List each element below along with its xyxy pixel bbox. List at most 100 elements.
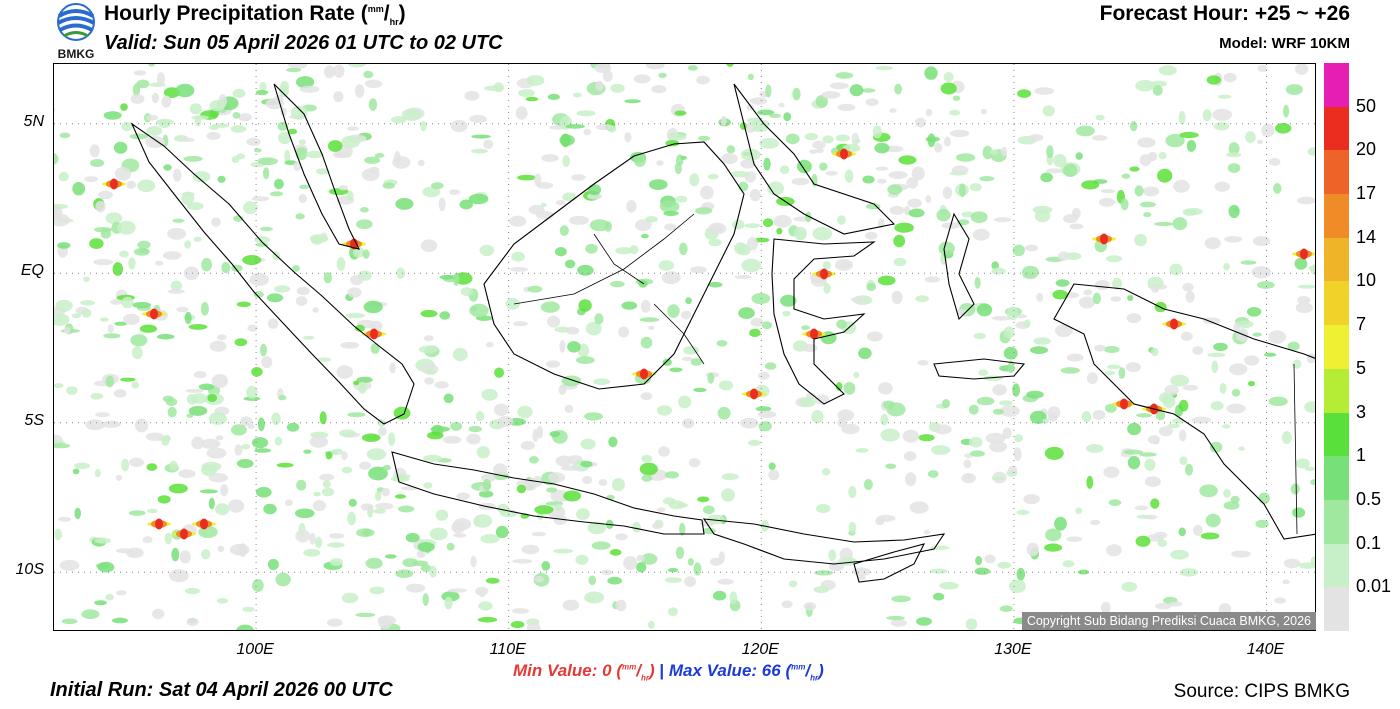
- precip-cell: [146, 126, 163, 136]
- precip-cell: [906, 177, 919, 189]
- precip-cell: [564, 404, 574, 413]
- precip-cell: [1079, 296, 1095, 309]
- precip-cell: [249, 273, 269, 286]
- precip-cell: [369, 586, 385, 595]
- precip-cell: [178, 469, 196, 479]
- colorbar-level-label: 14: [1356, 226, 1377, 247]
- precip-cell: [968, 404, 979, 415]
- precip-cell: [242, 606, 255, 612]
- precip-cell: [835, 382, 843, 391]
- precip-cell: [193, 371, 207, 379]
- precip-cell: [119, 250, 129, 258]
- precip-cell: [587, 184, 602, 196]
- precip-cell: [267, 318, 279, 329]
- precip-cell: [1092, 292, 1101, 305]
- longitude-label: 130E: [994, 641, 1032, 658]
- precip-cell: [667, 304, 680, 318]
- precip-cell: [243, 201, 258, 215]
- precip-cell: [894, 83, 902, 95]
- precip-cell: [74, 507, 81, 520]
- precip-hotspot: [810, 328, 818, 340]
- precip-cell: [450, 119, 468, 133]
- precip-cell: [313, 491, 321, 497]
- precip-cell: [969, 450, 985, 457]
- precip-cell: [286, 422, 300, 432]
- precip-cell: [607, 576, 623, 585]
- precip-cell: [336, 257, 346, 271]
- precip-cell: [485, 577, 500, 584]
- sumatra-outline: [130, 122, 415, 425]
- precip-cell: [59, 559, 80, 571]
- precip-cell: [1170, 549, 1189, 560]
- precip-cell: [780, 294, 797, 307]
- precip-cell: [651, 522, 663, 530]
- precip-cell: [208, 497, 215, 510]
- precip-cell: [354, 324, 365, 332]
- precip-cell: [470, 555, 477, 568]
- precip-cell: [1094, 344, 1106, 352]
- precip-cell: [593, 378, 611, 386]
- precip-cell: [546, 487, 558, 493]
- precip-cell: [1110, 296, 1122, 302]
- precip-cell: [1143, 212, 1152, 218]
- precip-cell: [788, 580, 798, 588]
- precip-cell: [598, 479, 608, 486]
- precip-cell: [72, 468, 80, 475]
- colorbar-segment: [1324, 587, 1349, 631]
- precip-cell: [1185, 207, 1203, 216]
- precip-cell: [306, 150, 324, 159]
- precip-cell: [361, 433, 381, 443]
- precip-cell: [117, 220, 136, 235]
- precip-cell: [439, 275, 456, 280]
- precip-cell: [658, 72, 667, 79]
- precip-cell: [54, 313, 70, 326]
- precip-cell: [633, 74, 651, 84]
- precip-cell: [57, 242, 71, 249]
- precip-cell: [200, 301, 209, 316]
- precip-cell: [382, 182, 395, 189]
- precip-cell: [716, 340, 728, 347]
- precip-cell: [509, 267, 529, 272]
- precip-cell: [1181, 331, 1193, 341]
- precip-cell: [857, 574, 866, 581]
- precip-cell: [1081, 180, 1100, 190]
- max-value: 66: [761, 661, 781, 680]
- precip-cell: [1069, 223, 1084, 230]
- precip-hotspot: [750, 388, 758, 400]
- precip-cell: [1055, 279, 1070, 287]
- precip-cell: [129, 457, 144, 467]
- precip-cell: [1304, 401, 1315, 413]
- precip-cell: [721, 488, 735, 502]
- precip-cell: [418, 345, 439, 354]
- precip-cell: [287, 128, 298, 135]
- precip-cell: [1285, 84, 1303, 95]
- precip-cell: [341, 466, 353, 474]
- precip-cell: [636, 554, 645, 562]
- precip-cell: [368, 98, 378, 111]
- precip-cell: [624, 99, 641, 104]
- precip-cell: [340, 341, 360, 349]
- precip-cell: [184, 240, 192, 249]
- min-max-values: Min Value: 0 (mm/hr) | Max Value: 66 (mm…: [513, 661, 824, 683]
- precip-cell: [562, 599, 580, 611]
- precip-cell: [1002, 427, 1012, 439]
- precip-cell: [536, 182, 554, 189]
- precip-cell: [891, 595, 911, 603]
- precip-cell: [801, 325, 810, 330]
- precip-cell: [621, 301, 638, 310]
- precip-cell: [851, 296, 867, 303]
- landmass-outlines: [130, 83, 1315, 583]
- precip-cell: [985, 432, 1006, 444]
- precip-cell: [358, 381, 367, 394]
- precip-cell: [1042, 418, 1049, 424]
- precip-cell: [229, 543, 250, 556]
- precip-cell: [534, 173, 542, 187]
- precip-cell: [113, 389, 127, 398]
- precip-cell: [915, 295, 929, 303]
- precip-cell: [649, 179, 668, 190]
- precip-cell: [208, 473, 228, 483]
- precip-cell: [1137, 137, 1156, 148]
- precip-cell: [332, 151, 352, 159]
- precip-cell: [169, 569, 189, 583]
- precip-cell: [587, 521, 606, 535]
